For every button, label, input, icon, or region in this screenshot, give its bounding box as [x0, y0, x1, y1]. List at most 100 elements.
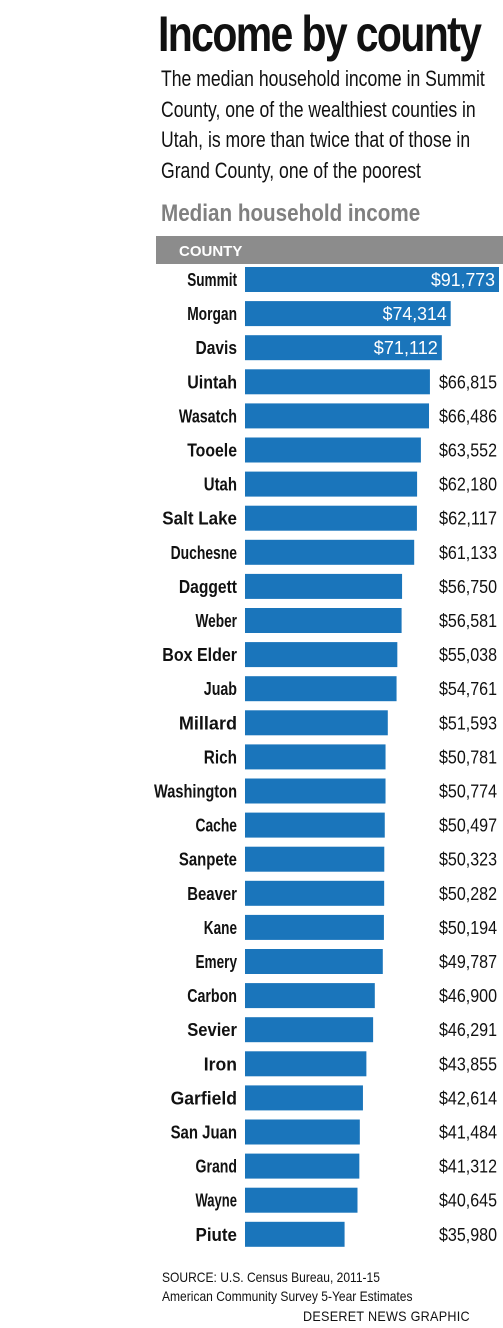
category-label: Grand — [196, 1157, 238, 1177]
bar-row: Millard $51,593 — [179, 710, 497, 736]
value-label: $46,291 — [439, 1020, 497, 1040]
value-label: $40,645 — [439, 1191, 497, 1211]
page-title: Income by county — [158, 6, 482, 62]
bar — [245, 710, 388, 736]
category-label: Emery — [196, 952, 238, 972]
value-label: $74,314 — [383, 304, 447, 324]
value-label: $55,038 — [439, 645, 497, 665]
bar — [245, 1051, 367, 1077]
value-label: $54,761 — [439, 679, 497, 699]
bar — [245, 1221, 345, 1247]
bar-row: Sevier $46,291 — [187, 1017, 497, 1043]
category-label: Box Elder — [162, 645, 237, 665]
bar-row: Washington $50,774 — [154, 778, 497, 804]
category-label: Morgan — [187, 304, 237, 324]
value-label: $62,117 — [439, 509, 497, 529]
subtitle: The median household income in Summit Co… — [161, 66, 485, 183]
category-label: Wayne — [196, 1191, 238, 1211]
value-label: $43,855 — [439, 1054, 497, 1074]
value-label: $51,593 — [439, 713, 497, 733]
category-header-band — [156, 236, 503, 264]
bar-row: Grand $41,312 — [196, 1153, 497, 1179]
value-label: $66,815 — [439, 372, 497, 392]
bar-row: San Juan $41,484 — [171, 1119, 497, 1145]
category-label: Davis — [196, 338, 238, 358]
bar — [245, 949, 383, 974]
bar-row: Davis $71,112 — [196, 335, 442, 361]
value-label: $63,552 — [439, 441, 497, 461]
bar-row: Uintah $66,815 — [187, 369, 497, 395]
category-label: Washington — [154, 782, 237, 802]
category-label: Millard — [179, 713, 237, 733]
value-label: $50,497 — [439, 816, 497, 836]
value-label: $56,750 — [439, 577, 497, 597]
bar — [245, 1153, 360, 1179]
value-label: $49,787 — [439, 952, 497, 972]
bar-row: Cache $50,497 — [196, 812, 497, 838]
bar-row: Iron $43,855 — [204, 1051, 497, 1077]
category-label: Sevier — [187, 1020, 237, 1040]
category-label: Tooele — [187, 441, 237, 461]
bar-chart: COUNTY Summit $91,773 Morgan $74,314 Davis $71… — [154, 236, 503, 1247]
bar — [245, 642, 398, 668]
bar — [245, 676, 397, 702]
bar-row: Wayne $40,645 — [196, 1187, 497, 1213]
bar — [245, 778, 386, 804]
value-label: $50,774 — [439, 782, 497, 802]
bar-row: Sanpete $50,323 — [179, 846, 497, 872]
bar — [245, 812, 385, 838]
bar — [245, 1187, 358, 1213]
bar-row: Duchesne $61,133 — [171, 539, 497, 565]
bar-row: Piute $35,980 — [196, 1221, 497, 1247]
value-label: $66,486 — [439, 406, 497, 426]
bar — [245, 335, 442, 361]
bar-row: Carbon $46,900 — [187, 983, 497, 1009]
bar-row: Weber $56,581 — [196, 608, 497, 633]
bar — [245, 403, 430, 429]
category-label: Summit — [187, 270, 237, 290]
bar-row: Summit $91,773 — [187, 267, 499, 292]
category-label: Wasatch — [179, 406, 237, 426]
bar — [245, 846, 385, 872]
bar-row: Emery $49,787 — [196, 949, 497, 974]
category-label: Utah — [204, 475, 237, 495]
chart-heading: Median household income — [161, 200, 421, 227]
category-label: Cache — [196, 816, 238, 836]
bar — [245, 914, 384, 940]
category-label: Rich — [204, 747, 237, 767]
bar — [245, 301, 451, 327]
bar-row: Box Elder $55,038 — [162, 642, 497, 668]
value-label: $91,773 — [431, 270, 495, 290]
category-label: Salt Lake — [162, 509, 237, 529]
category-label: Carbon — [187, 986, 237, 1006]
category-header-label: COUNTY — [179, 243, 242, 260]
bar — [245, 437, 421, 463]
bar — [245, 608, 402, 633]
value-label: $41,312 — [439, 1157, 497, 1177]
category-label: Uintah — [187, 372, 237, 392]
value-label: $35,980 — [439, 1225, 497, 1245]
bar — [245, 1017, 374, 1043]
value-label: $62,180 — [439, 475, 497, 495]
source-line-2: American Community Survey 5-Year Estimat… — [162, 1288, 413, 1304]
bar-row: Garfield $42,614 — [171, 1085, 497, 1111]
bar — [245, 267, 499, 292]
bar-row: Beaver $50,282 — [187, 880, 497, 906]
bar-row: Kane $50,194 — [204, 914, 497, 940]
graphic-credit: DESERET NEWS GRAPHIC — [303, 1308, 470, 1324]
bar-row: Juab $54,761 — [204, 676, 497, 702]
value-label: $50,781 — [439, 747, 497, 767]
bar-row: Rich $50,781 — [204, 744, 497, 770]
bar — [245, 505, 417, 531]
bar-row: Salt Lake $62,117 — [162, 505, 497, 531]
bar-row: Morgan $74,314 — [187, 301, 451, 327]
value-label: $42,614 — [439, 1088, 497, 1108]
source-note: SOURCE: U.S. Census Bureau, 2011-15 Amer… — [162, 1268, 412, 1306]
source-line-1: SOURCE: U.S. Census Bureau, 2011-15 — [162, 1269, 380, 1285]
category-label: Duchesne — [171, 543, 237, 563]
bar — [245, 539, 415, 565]
bar-row: Wasatch $66,486 — [179, 403, 497, 429]
category-label: Sanpete — [179, 850, 237, 870]
category-label: Daggett — [179, 577, 237, 597]
category-label: Piute — [196, 1225, 238, 1245]
